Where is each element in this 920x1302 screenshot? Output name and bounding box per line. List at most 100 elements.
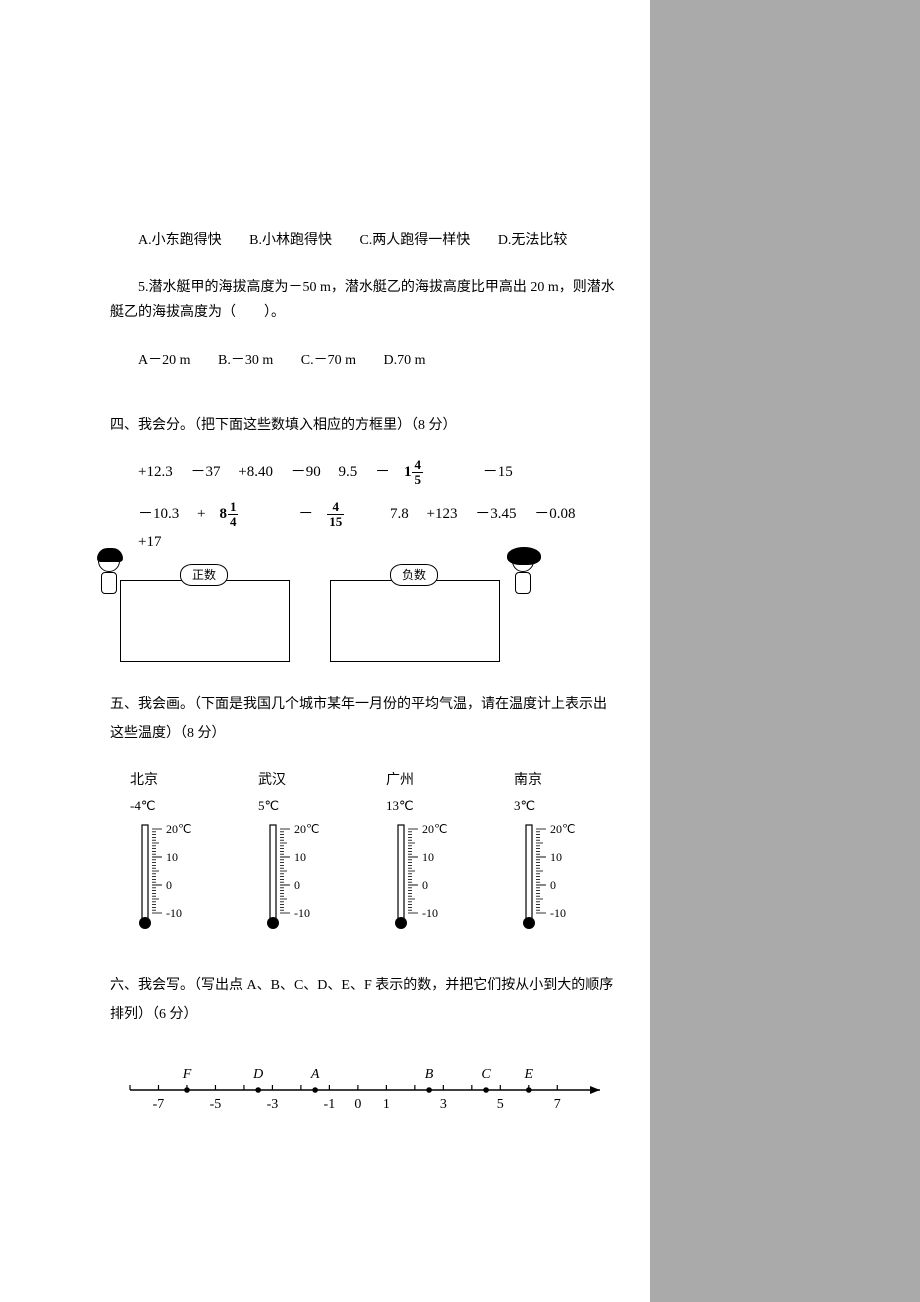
boy-icon	[98, 550, 120, 594]
q5-choice-b: B.－30 m	[218, 353, 273, 368]
svg-text:-5: -5	[210, 1097, 222, 1112]
positive-box	[120, 580, 290, 662]
svg-text:0: 0	[294, 878, 300, 892]
thermometer-graphic: 20℃100-10	[258, 821, 318, 931]
svg-text:0: 0	[550, 878, 556, 892]
city-temp: 3℃	[514, 794, 614, 817]
sort-boxes: 正数 负数	[110, 570, 620, 662]
number-line-svg: -7 -5 -3 -1 0 1 3 5 7 F D A B C E	[120, 1050, 620, 1120]
svg-text:D: D	[252, 1067, 263, 1082]
thermometer-graphic: 20℃ 10 0 -10	[514, 821, 574, 931]
svg-text:10: 10	[166, 850, 178, 864]
svg-text:F: F	[182, 1067, 192, 1082]
num: +8.40	[238, 464, 273, 480]
whole: 8	[219, 501, 227, 528]
numerator: 4	[327, 500, 344, 515]
num-mixed: +814	[197, 506, 284, 522]
number-line: -7 -5 -3 -1 0 1 3 5 7 F D A B C E	[110, 1050, 620, 1129]
num: 9.5	[338, 464, 357, 480]
thermometer: 武汉5℃20℃100-10	[258, 768, 358, 931]
svg-text:1: 1	[383, 1097, 390, 1112]
thermometer: 南京3℃ 20℃ 10 0 -10	[514, 768, 614, 931]
thermometer: 北京-4℃20℃100-10	[130, 768, 230, 931]
svg-text:10: 10	[422, 850, 434, 864]
sidebar-shade	[650, 0, 920, 1302]
positive-box-wrap: 正数	[120, 570, 290, 662]
city-name: 广州	[386, 768, 486, 793]
num: +17	[138, 534, 161, 550]
whole: 1	[404, 459, 412, 486]
svg-text:B: B	[425, 1067, 434, 1082]
thermometer-graphic: 20℃ 10 0 -10	[130, 821, 190, 931]
svg-text:5: 5	[497, 1097, 504, 1112]
q4-choice-b: B.小林跑得快	[249, 233, 332, 248]
q5-choices: A－20 m B.－30 m C.－70 m D.70 m	[110, 348, 620, 373]
sign: －	[298, 506, 313, 522]
svg-text:A: A	[310, 1067, 320, 1082]
num: －3.45	[475, 506, 516, 522]
q4-choice-c: C.两人跑得一样快	[359, 233, 470, 248]
svg-text:3: 3	[440, 1097, 447, 1112]
svg-text:20℃: 20℃	[550, 822, 575, 836]
svg-text:-10: -10	[166, 906, 182, 920]
section-5-title: 五、我会画。（下面是我国几个城市某年一月份的平均气温，请在温度计上表示出这些温度…	[110, 690, 620, 749]
city-name: 南京	[514, 768, 614, 793]
q4-choices: A.小东跑得快 B.小林跑得快 C.两人跑得一样快 D.无法比较	[110, 228, 620, 253]
denominator: 5	[412, 473, 423, 487]
sign: +	[197, 506, 205, 522]
q5-choice-c: C.－70 m	[301, 353, 356, 368]
negative-label: 负数	[390, 564, 438, 586]
thermometer-graphic: 20℃ 10 0 -10	[386, 821, 446, 931]
num: －10.3	[138, 506, 179, 522]
svg-text:-10: -10	[550, 906, 566, 920]
svg-text:-10: -10	[422, 906, 438, 920]
svg-text:0: 0	[166, 878, 172, 892]
positive-label: 正数	[180, 564, 228, 586]
num-mixed: －145	[375, 464, 469, 480]
city-temp: 13℃	[386, 794, 486, 817]
svg-text:10: 10	[294, 850, 306, 864]
num-frac: －415	[298, 506, 376, 522]
svg-text:7: 7	[554, 1097, 561, 1112]
svg-text:10: 10	[550, 850, 562, 864]
negative-box	[330, 580, 500, 662]
svg-text:C: C	[481, 1067, 491, 1082]
num: 7.8	[390, 506, 409, 522]
svg-text:-1: -1	[324, 1097, 336, 1112]
section-4-title: 四、我会分。（把下面这些数填入相应的方框里）（8 分）	[110, 413, 620, 438]
num: －90	[291, 464, 321, 480]
city-temp: 5℃	[258, 794, 358, 817]
num: －0.08	[534, 506, 575, 522]
svg-text:0: 0	[354, 1097, 361, 1112]
svg-text:20℃: 20℃	[166, 822, 191, 836]
numerator: 4	[412, 458, 423, 473]
section4-row1: +12.3 －37 +8.40 －90 9.5 －145 －15	[110, 458, 620, 486]
q4-choice-d: D.无法比较	[498, 233, 568, 248]
svg-text:0: 0	[422, 878, 428, 892]
num: －15	[483, 464, 513, 480]
q5-choice-a: A－20 m	[138, 353, 191, 368]
svg-text:-3: -3	[267, 1097, 279, 1112]
svg-text:-7: -7	[153, 1097, 165, 1112]
numerator: 1	[228, 500, 239, 515]
svg-text:20℃: 20℃	[422, 822, 447, 836]
city-name: 武汉	[258, 768, 358, 793]
svg-text:-10: -10	[294, 906, 310, 920]
num: +12.3	[138, 464, 173, 480]
negative-box-wrap: 负数	[330, 570, 500, 662]
q4-choice-a: A.小东跑得快	[138, 233, 222, 248]
city-temp: -4℃	[130, 794, 230, 817]
girl-icon	[512, 550, 534, 594]
num: －37	[190, 464, 220, 480]
thermometer-row: 北京-4℃20℃100-10武汉5℃20℃100-10广州13℃20℃100-1…	[110, 768, 620, 931]
q5-choice-d: D.70 m	[383, 353, 425, 368]
num: +123	[427, 506, 458, 522]
sign: －	[375, 464, 390, 480]
section4-row2: －10.3 +814 －415 7.8 +123 －3.45 －0.08 +17	[110, 500, 620, 555]
denominator: 4	[228, 515, 239, 529]
denominator: 15	[327, 515, 344, 529]
section-6-title: 六、我会写。（写出点 A、B、C、D、E、F 表示的数，并把它们按从小到大的顺序…	[110, 971, 620, 1030]
svg-text:E: E	[524, 1067, 534, 1082]
document-content: A.小东跑得快 B.小林跑得快 C.两人跑得一样快 D.无法比较 5.潜水艇甲的…	[110, 228, 620, 1129]
q5-text: 5.潜水艇甲的海拔高度为－50 m，潜水艇乙的海拔高度比甲高出 20 m，则潜水…	[110, 275, 620, 325]
